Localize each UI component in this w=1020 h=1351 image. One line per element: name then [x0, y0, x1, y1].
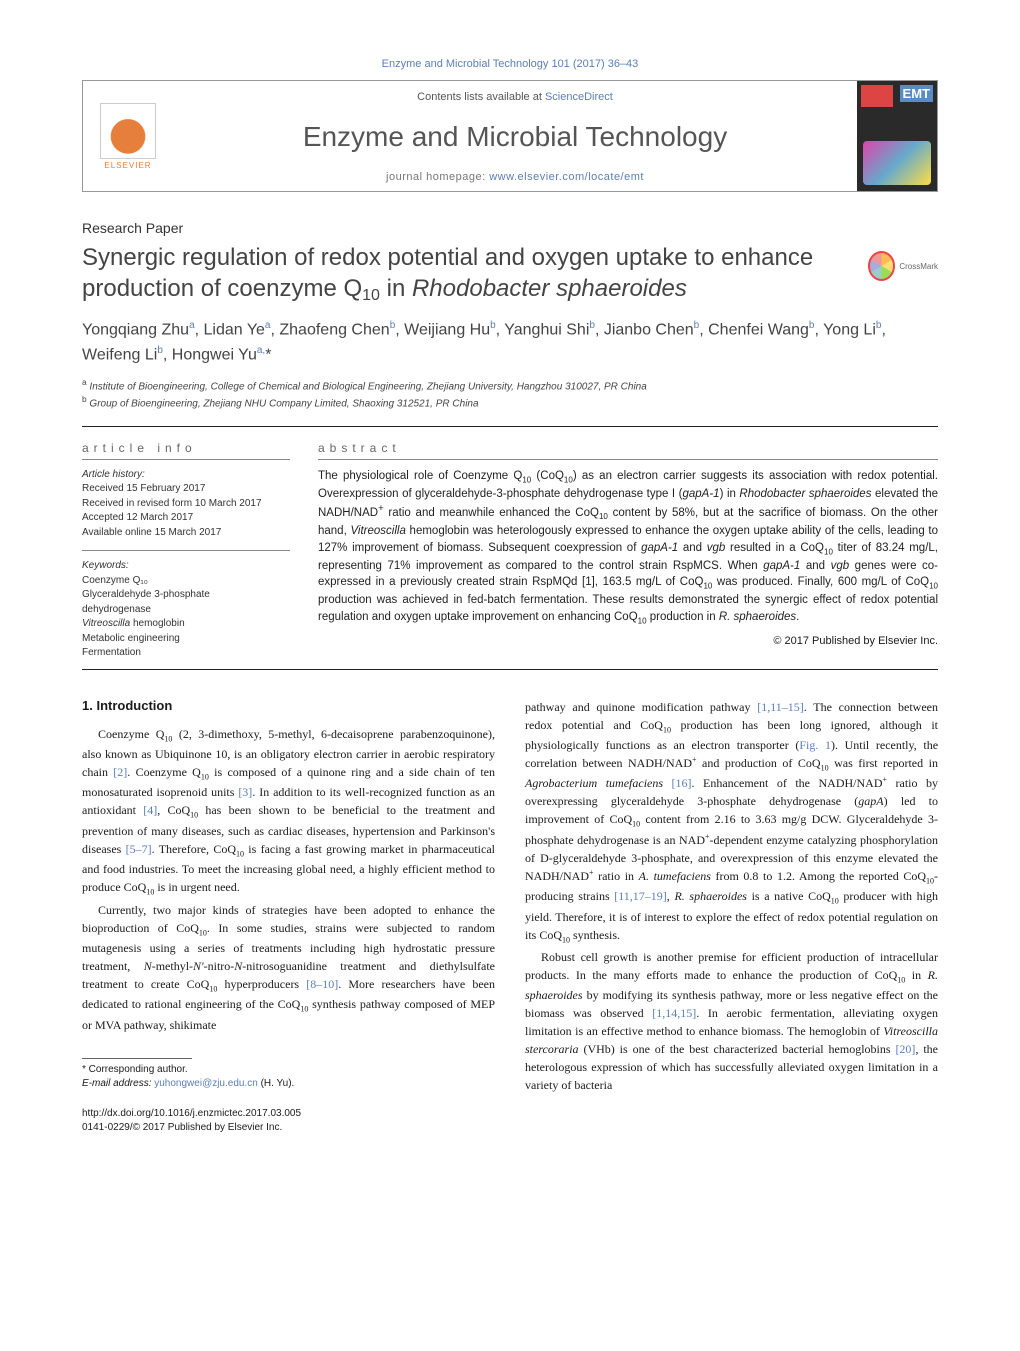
contents-available: Contents lists available at ScienceDirec… [417, 91, 613, 103]
journal-reference: Enzyme and Microbial Technology 101 (201… [82, 58, 938, 70]
intro-text-right: pathway and quinone modification pathway… [525, 698, 938, 1095]
keyword: Fermentation [82, 646, 290, 661]
abstract-text: The physiological role of Coenzyme Q10 (… [318, 468, 938, 627]
revised-date: Received in revised form 10 March 2017 [82, 497, 290, 512]
elsevier-logo: ELSEVIER [83, 81, 173, 191]
corresponding-email-link[interactable]: yuhongwei@zju.edu.cn [154, 1078, 258, 1089]
doi-link[interactable]: http://dx.doi.org/10.1016/j.enzmictec.20… [82, 1108, 301, 1119]
intro-paragraph-1: Coenzyme Q10 (2, 3-dimethoxy, 5-methyl, … [82, 725, 495, 899]
doi-block: http://dx.doi.org/10.1016/j.enzmictec.20… [82, 1107, 495, 1135]
elsevier-tree-icon [100, 103, 156, 159]
divider [82, 1058, 192, 1059]
affiliations: a Institute of Bioengineering, College o… [82, 377, 938, 412]
section-title-intro: 1. Introduction [82, 698, 495, 713]
divider [82, 550, 290, 551]
homepage-link[interactable]: www.elsevier.com/locate/emt [489, 171, 644, 183]
article-info-head: article info [82, 441, 290, 455]
abstract-head: abstract [318, 441, 938, 455]
cover-abbr: EMT [900, 85, 933, 102]
sciencedirect-link[interactable]: ScienceDirect [545, 91, 613, 103]
contents-prefix: Contents lists available at [417, 91, 545, 103]
journal-name: Enzyme and Microbial Technology [303, 121, 727, 153]
article-type: Research Paper [82, 220, 938, 236]
publisher-name: ELSEVIER [104, 161, 151, 170]
corresponding-author-block: * Corresponding author. E-mail address: … [82, 1058, 495, 1091]
left-column: 1. Introduction Coenzyme Q10 (2, 3-dimet… [82, 698, 495, 1135]
keyword: Metabolic engineering [82, 632, 290, 647]
authors-list: Yongqiang Zhua, Lidan Yea, Zhaofeng Chen… [82, 318, 938, 367]
crossmark-icon [868, 251, 895, 281]
keyword: Vitreoscilla hemoglobin [82, 617, 290, 632]
email-label: E-mail address: [82, 1078, 151, 1089]
intro-paragraph-3: pathway and quinone modification pathway… [525, 698, 938, 946]
received-date: Received 15 February 2017 [82, 482, 290, 497]
article-history: Article history: Received 15 February 20… [82, 468, 290, 541]
intro-paragraph-4: Robust cell growth is another premise fo… [525, 948, 938, 1094]
keyword: Glyceraldehyde 3-phosphatedehydrogenase [82, 588, 290, 617]
homepage-prefix: journal homepage: [386, 171, 489, 183]
intro-text-left: Coenzyme Q10 (2, 3-dimethoxy, 5-methyl, … [82, 725, 495, 1034]
divider [82, 669, 938, 670]
divider [82, 459, 290, 460]
cover-badge [861, 85, 893, 107]
journal-homepage: journal homepage: www.elsevier.com/locat… [386, 171, 644, 183]
corresponding-label: * Corresponding author. [82, 1063, 495, 1077]
abstract-copyright: © 2017 Published by Elsevier Inc. [318, 635, 938, 647]
issn-copyright: 0141-0229/© 2017 Published by Elsevier I… [82, 1121, 495, 1135]
right-column: pathway and quinone modification pathway… [525, 698, 938, 1135]
divider [318, 459, 938, 460]
affiliation-a: Institute of Bioengineering, College of … [89, 381, 646, 392]
article-title: Synergic regulation of redox potential a… [82, 242, 868, 304]
journal-cover: EMT [857, 81, 937, 191]
email-name: (H. Yu). [261, 1078, 295, 1089]
accepted-date: Accepted 12 March 2017 [82, 511, 290, 526]
history-head: Article history: [82, 468, 290, 483]
cover-artwork [863, 141, 931, 185]
journal-header: ELSEVIER Contents lists available at Sci… [82, 80, 938, 192]
online-date: Available online 15 March 2017 [82, 526, 290, 541]
keyword: Coenzyme Q₁₀ [82, 574, 290, 589]
keywords-head: Keywords: [82, 559, 290, 574]
divider [82, 426, 938, 427]
intro-paragraph-2: Currently, two major kinds of strategies… [82, 901, 495, 1034]
crossmark-label: CrossMark [899, 262, 938, 271]
keywords-block: Keywords: Coenzyme Q₁₀ Glyceraldehyde 3-… [82, 559, 290, 661]
crossmark-badge[interactable]: CrossMark [868, 242, 938, 290]
affiliation-b: Group of Bioengineering, Zhejiang NHU Co… [89, 399, 478, 410]
